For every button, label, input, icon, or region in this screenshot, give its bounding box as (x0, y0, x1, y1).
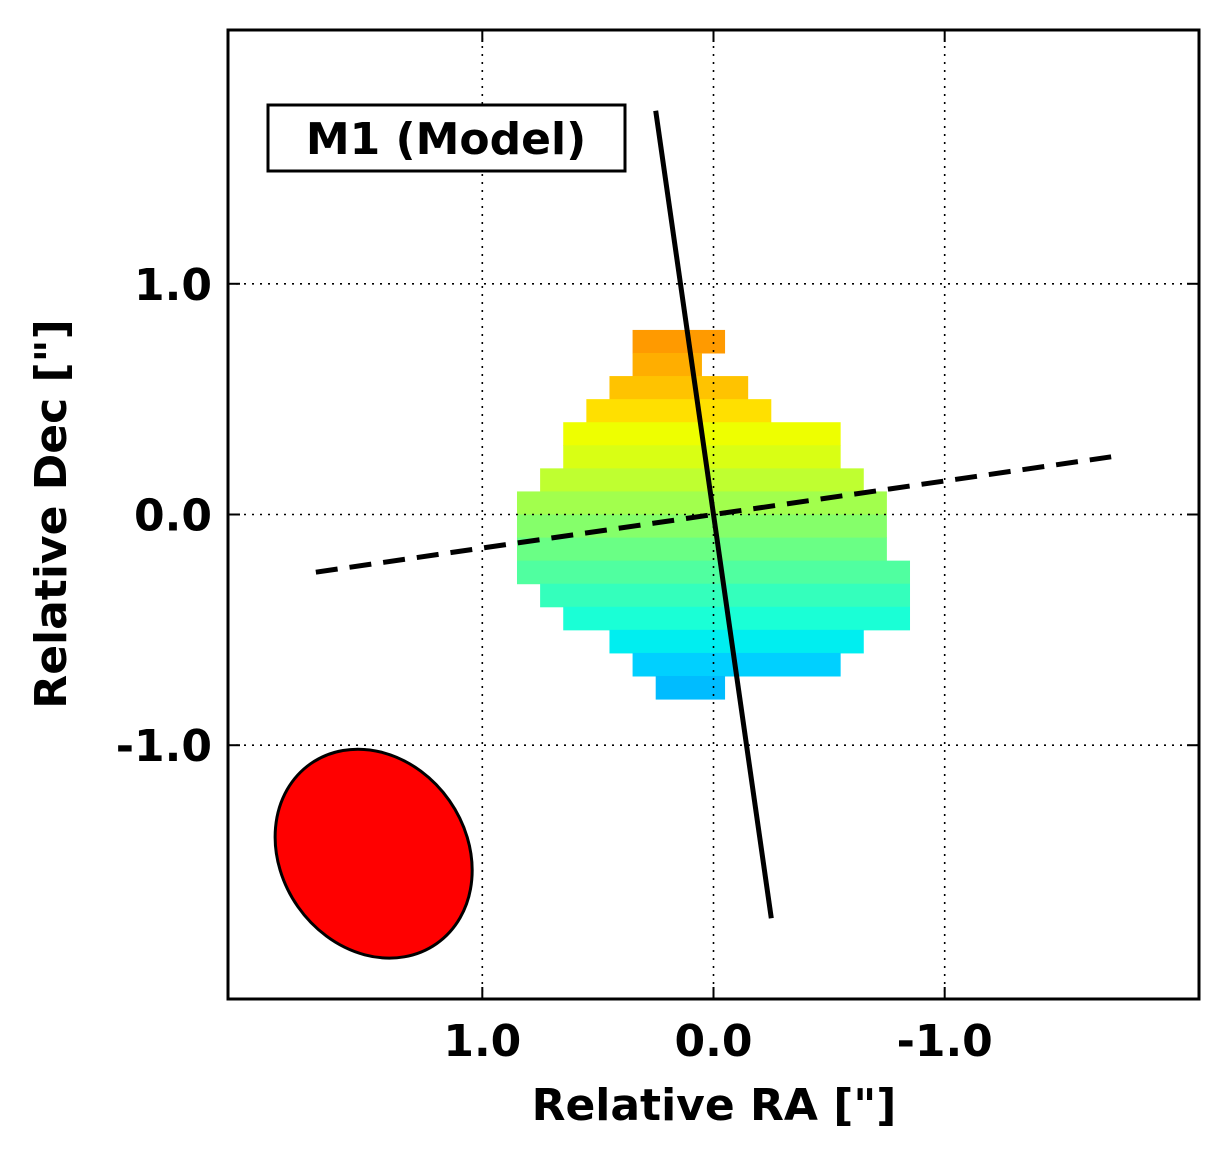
pixel-row-1 (632, 353, 702, 377)
x-tick-label-2: -1.0 (897, 1016, 993, 1067)
pixel-row-7 (516, 491, 887, 515)
y-tick-label-0: 1.0 (134, 260, 212, 311)
tick-labels: 1.0 0.0 -1.0 1.0 0.0 -1.0 (116, 260, 993, 1067)
pixel-row-15 (655, 676, 726, 700)
beam-group (273, 747, 474, 960)
pixel-row-3 (586, 399, 772, 423)
axis-lines (315, 110, 1112, 919)
pixel-row-2 (609, 376, 749, 400)
pixel-row-8 (516, 514, 887, 539)
model-label-frame (266, 103, 627, 173)
pixel-row-12 (563, 606, 911, 631)
model-label-box: M1 (Model) (266, 103, 627, 173)
x-tick-label-0: 1.0 (443, 1016, 521, 1067)
pixel-row-0 (632, 329, 726, 354)
major-axis-line (653, 110, 774, 919)
tick-marks (228, 30, 1199, 999)
y-tick-label-2: -1.0 (116, 721, 212, 772)
pixel-row-6 (540, 468, 864, 492)
grid-lines (228, 30, 1199, 999)
y-tick-label-1: 0.0 (134, 491, 212, 542)
chart-title: M1 (Model) (306, 114, 586, 165)
y-axis-title: Relative Dec ["] (26, 319, 77, 708)
pixel-row-9 (516, 537, 887, 562)
x-axis-title: Relative RA ["] (532, 1080, 897, 1131)
velocity-pixels (516, 329, 911, 700)
x-tick-label-1: 0.0 (675, 1016, 753, 1067)
pixel-row-13 (609, 629, 864, 654)
beam-ellipse (273, 747, 474, 960)
pixel-row-5 (563, 445, 841, 469)
pixel-row-10 (516, 560, 911, 585)
